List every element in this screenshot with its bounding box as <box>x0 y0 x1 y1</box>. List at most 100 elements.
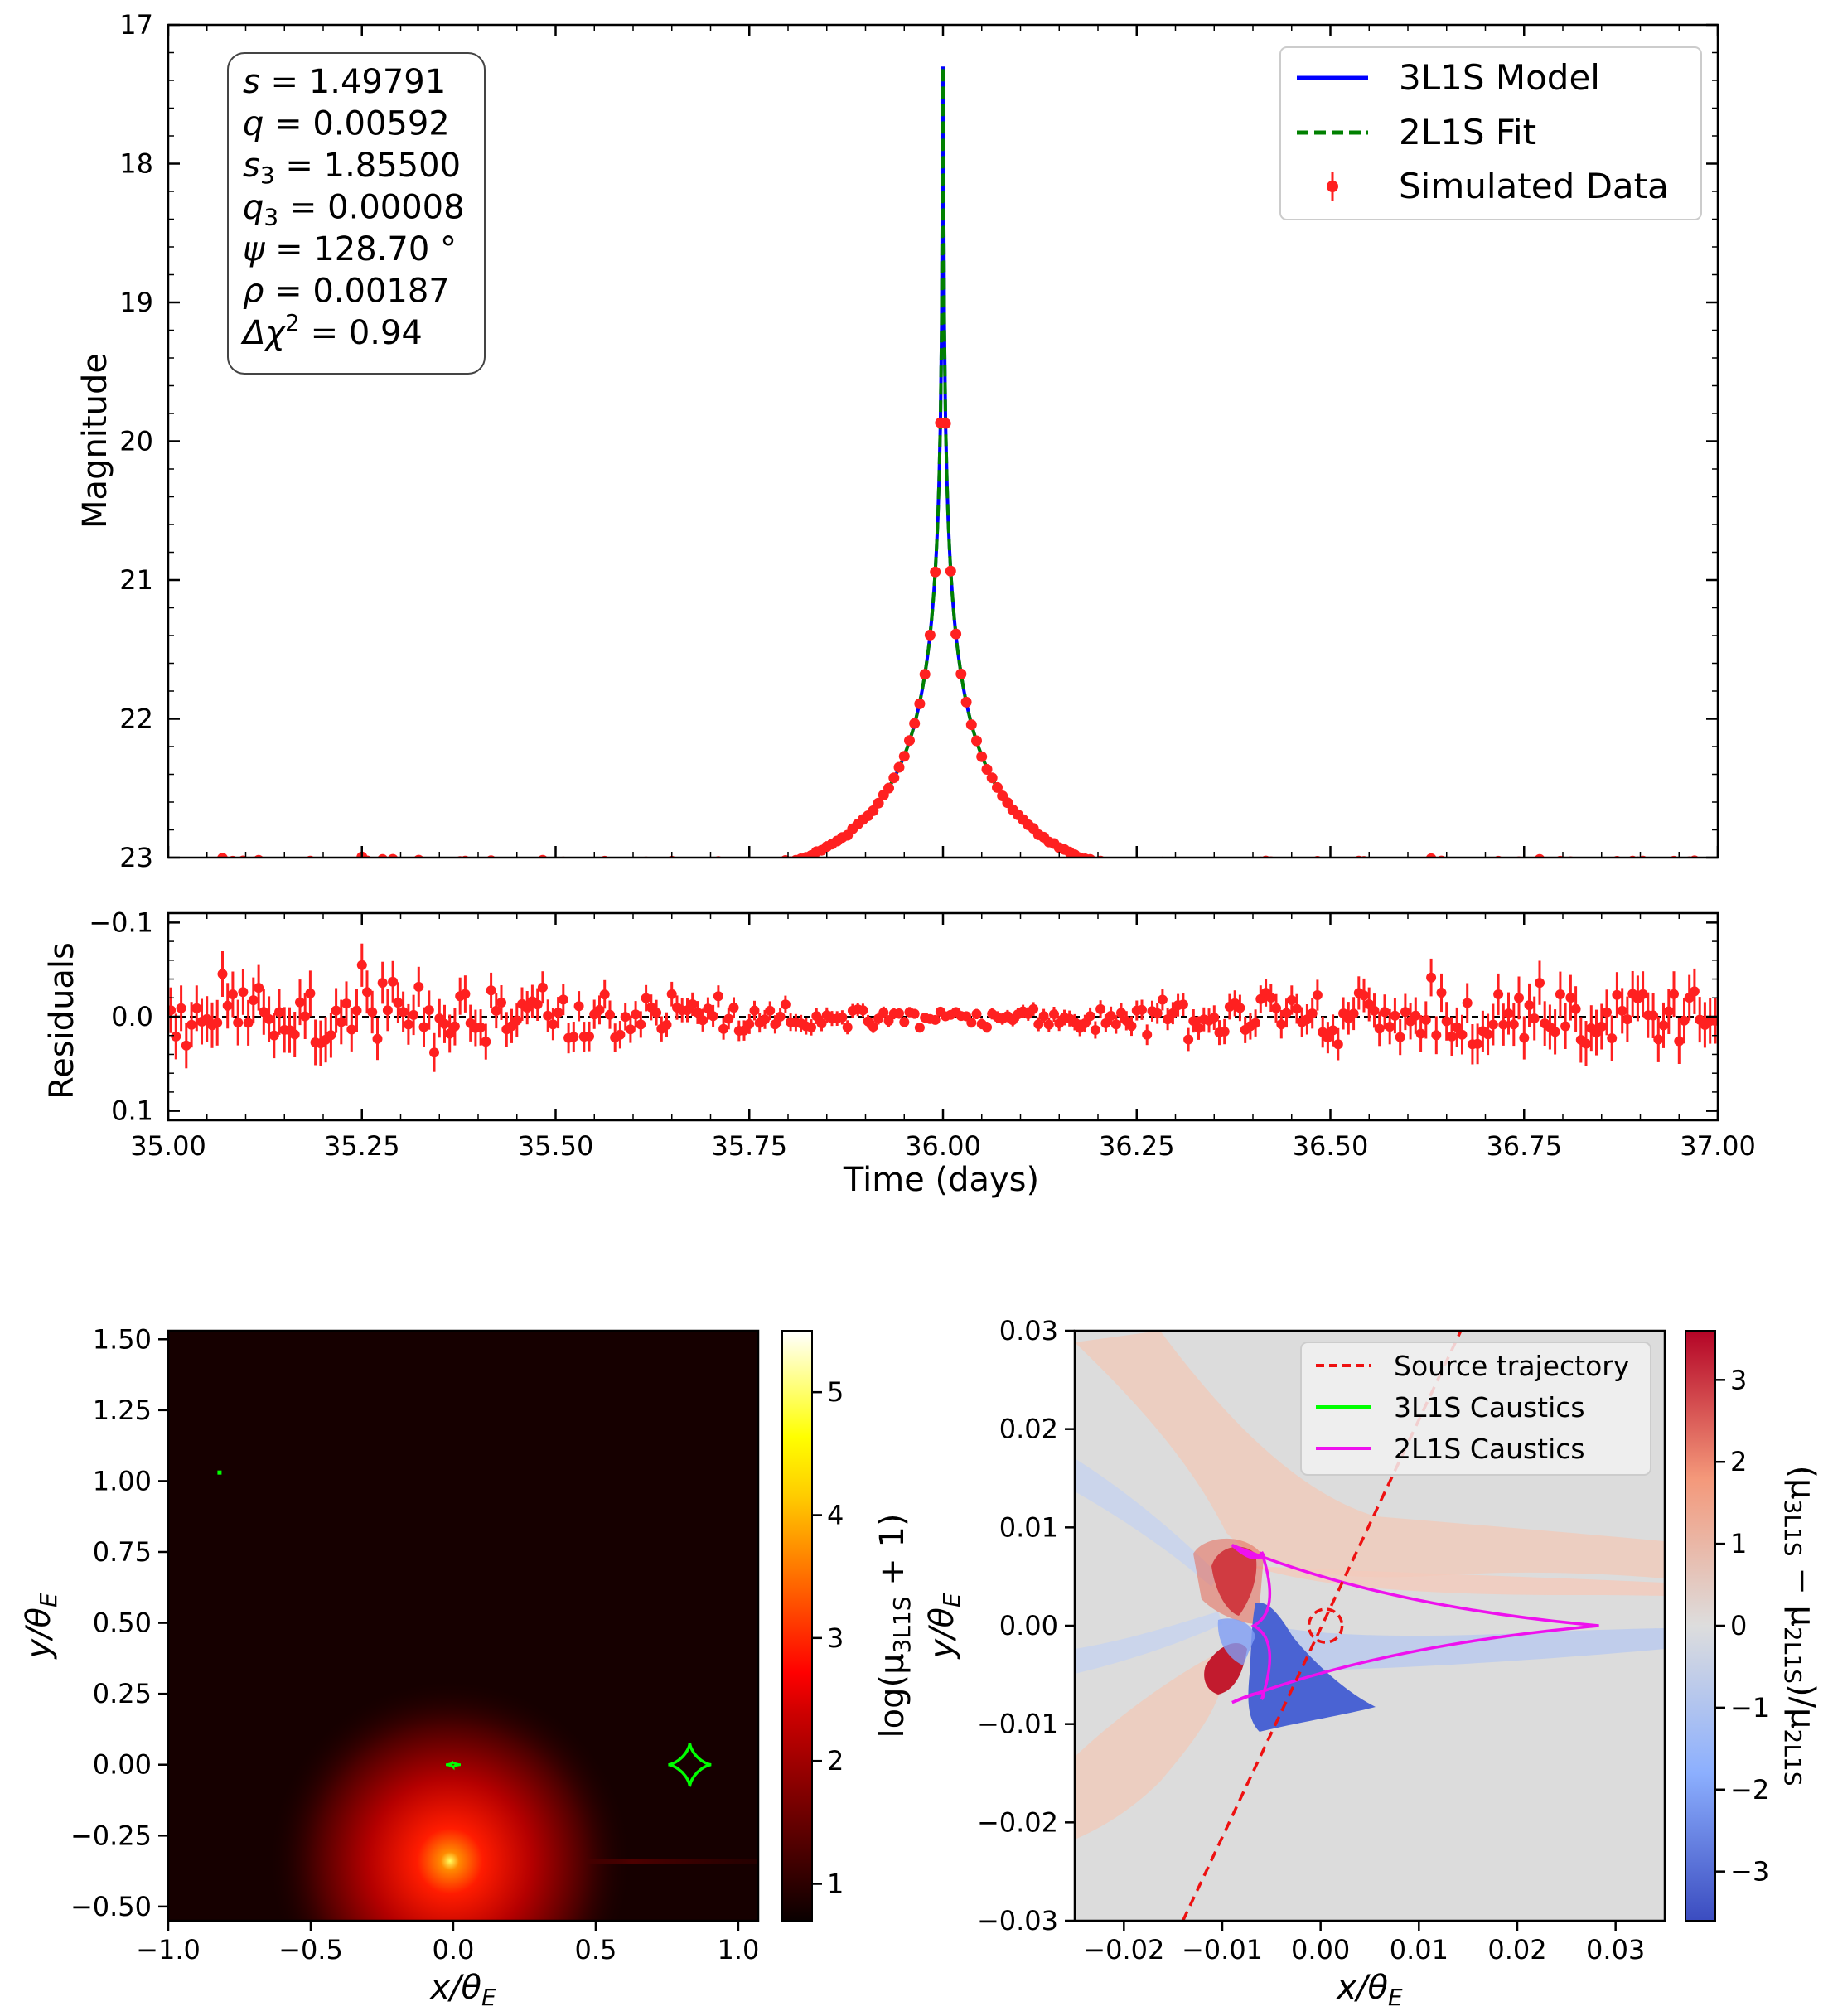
colorbar-tick-label: 2 <box>827 1745 844 1777</box>
residual-point <box>449 1021 460 1032</box>
data-point <box>1385 861 1395 872</box>
residual-point <box>553 1008 563 1018</box>
residual-point <box>1033 1019 1044 1030</box>
residual-point <box>1420 1014 1431 1025</box>
data-point <box>924 629 936 641</box>
data-point <box>1395 863 1405 873</box>
third-lens-caustic <box>217 1470 222 1475</box>
residual-point <box>1524 1000 1535 1011</box>
data-point <box>1085 853 1095 858</box>
data-point <box>1232 857 1237 858</box>
difference-colorbar-label: (μ3L1S − μ2L1S)/μ2L1S <box>1779 1465 1821 1786</box>
difference-legend: Source trajectory 3L1S Caustics 2L1S Cau… <box>1300 1342 1651 1476</box>
magnification-map-image <box>168 1331 758 1921</box>
time-axis-title: Time (days) <box>843 1161 1039 1199</box>
residual-point <box>558 994 568 1005</box>
data-point <box>186 860 197 871</box>
data-point <box>656 861 667 872</box>
data-point <box>986 772 998 784</box>
data-point <box>945 565 956 577</box>
data-point <box>919 669 931 680</box>
data-point <box>254 854 264 858</box>
light-curve-ticks: 17 18 19 20 21 22 23 <box>119 9 1719 873</box>
residuals-data <box>168 943 1718 1072</box>
residual-point <box>930 1014 941 1025</box>
data-point <box>553 858 563 869</box>
residual-point <box>331 1005 341 1016</box>
magnification-caustics <box>217 1470 712 1787</box>
residual-point <box>1441 1016 1452 1027</box>
residual-point <box>1400 1007 1410 1018</box>
residual-point <box>1209 1013 1220 1023</box>
data-point <box>1121 860 1132 871</box>
data-point <box>1327 861 1338 872</box>
residual-point <box>1307 1008 1318 1018</box>
residual-point <box>651 1008 662 1018</box>
residual-point <box>1535 978 1545 989</box>
map-y-tick-label: 0.50 <box>93 1607 152 1639</box>
data-point <box>444 862 455 873</box>
data-point <box>1482 862 1493 873</box>
data-point <box>403 860 413 871</box>
data-point <box>535 857 539 858</box>
residual-point <box>1658 1020 1669 1031</box>
data-point <box>201 859 212 870</box>
data-point <box>1181 857 1185 858</box>
data-point <box>1224 858 1235 868</box>
residual-point <box>1265 993 1276 1003</box>
residual-point <box>966 1018 977 1028</box>
residual-point <box>1482 1029 1493 1040</box>
data-point <box>1116 858 1127 869</box>
data-point <box>499 857 504 858</box>
diff-y-tick-label: −0.01 <box>977 1709 1058 1740</box>
map-x-tick-label: −1.0 <box>136 1934 201 1965</box>
residual-point <box>1565 993 1576 1003</box>
residual-point <box>1674 1036 1685 1047</box>
diff-y-tick-label: 0.03 <box>999 1315 1058 1346</box>
data-point <box>491 858 501 869</box>
residual-point <box>168 1005 177 1016</box>
data-point <box>1596 861 1607 872</box>
data-point <box>543 859 554 870</box>
residual-point <box>423 1005 434 1015</box>
time-tick-label: 36.50 <box>1293 1130 1369 1162</box>
residual-point <box>1043 1019 1054 1030</box>
residual-point <box>1390 1010 1400 1021</box>
residual-point <box>1560 1021 1571 1032</box>
magnitude-tick-label: 22 <box>119 703 153 735</box>
data-point <box>413 854 424 858</box>
data-point <box>418 861 429 872</box>
data-point <box>268 862 279 873</box>
time-tick-label: 35.00 <box>130 1130 206 1162</box>
residual-point <box>176 1003 186 1013</box>
data-point <box>1487 860 1498 871</box>
residual-point <box>393 998 404 1008</box>
data-point <box>1586 861 1597 872</box>
diff-blue-wing-upper <box>1075 1458 1218 1587</box>
parameter-line: s = 1.49791 <box>243 63 446 101</box>
data-point <box>171 862 181 873</box>
residual-point <box>1663 1006 1674 1017</box>
residual-point <box>698 1015 708 1026</box>
residual-point <box>728 1003 739 1013</box>
residual-point <box>1607 1033 1618 1043</box>
data-point <box>1441 860 1452 871</box>
data-point <box>690 857 694 858</box>
magnitude-tick-label: 21 <box>119 564 153 596</box>
residual-point <box>300 1011 311 1022</box>
residual-point <box>878 1008 889 1018</box>
diff-colorbar-tick-label: 3 <box>1730 1364 1747 1395</box>
residual-point <box>1126 1021 1137 1032</box>
data-point <box>476 861 486 872</box>
diff-y-tick-label: 0.02 <box>999 1414 1058 1445</box>
residual-tick-label: 0.0 <box>111 1001 153 1032</box>
residual-point <box>305 988 316 998</box>
data-point <box>1508 860 1519 871</box>
residual-point <box>1049 1009 1059 1019</box>
map-y-tick-label: 0.75 <box>93 1536 152 1568</box>
data-point <box>718 861 729 872</box>
data-point <box>1110 860 1121 871</box>
data-point <box>506 861 517 872</box>
residual-point <box>718 1023 729 1034</box>
data-point <box>1545 861 1555 872</box>
